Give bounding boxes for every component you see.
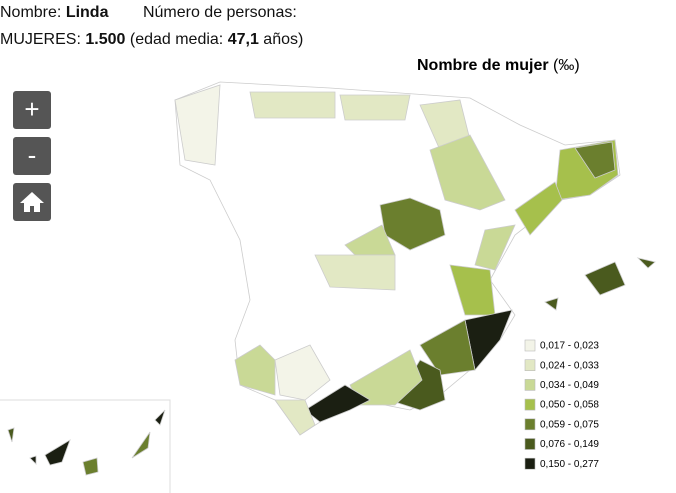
women-count: 1.500 — [85, 31, 126, 48]
region — [234, 344, 276, 396]
legend-swatch — [524, 379, 536, 391]
age-prefix: (edad media: — [129, 31, 224, 48]
legend-swatch — [524, 438, 536, 450]
island — [636, 257, 656, 269]
legend-label: 0,024 - 0,033 — [540, 360, 599, 371]
island — [154, 409, 166, 426]
home-button[interactable] — [13, 183, 51, 221]
island — [584, 261, 626, 296]
title: Nombre de mujer — [417, 57, 549, 74]
legend-label: 0,076 - 0,149 — [540, 439, 599, 450]
name: Linda — [65, 4, 109, 21]
island — [29, 455, 37, 465]
region — [174, 84, 221, 166]
island — [82, 457, 99, 476]
legend-swatch — [524, 418, 536, 431]
header-line-1: Nombre: Linda Número de personas: — [0, 4, 297, 22]
legend-swatch — [524, 359, 536, 372]
zoom-out-button[interactable]: - — [13, 137, 51, 175]
island — [7, 427, 15, 443]
region — [304, 384, 371, 423]
legend-swatch — [524, 339, 536, 352]
legend-swatch — [524, 457, 536, 470]
region — [474, 224, 516, 271]
region — [314, 254, 396, 291]
legend-label: 0,034 - 0,049 — [540, 380, 599, 391]
region — [339, 94, 411, 121]
island — [544, 297, 559, 311]
home-icon — [20, 192, 44, 212]
legend-swatch — [524, 398, 536, 411]
legend-label: 0,050 - 0,058 — [540, 400, 599, 411]
legend-label: 0,059 - 0,075 — [540, 419, 599, 430]
region — [274, 344, 331, 401]
name-label: Nombre: — [0, 4, 62, 21]
persons-label: Número de personas: — [142, 4, 297, 21]
region — [429, 134, 506, 211]
legend-label: 0,150 - 0,277 — [540, 459, 599, 470]
legend: 0,017 - 0,023 0,024 - 0,033 0,034 - 0,049 0… — [524, 339, 599, 470]
island — [131, 431, 151, 459]
inset-frame — [0, 399, 171, 493]
title-unit: (‰) — [553, 57, 580, 74]
island — [44, 439, 71, 466]
region — [514, 181, 563, 236]
region — [274, 399, 316, 436]
map-title: Nombre de mujer (‰) — [417, 57, 580, 75]
region — [574, 141, 616, 179]
mainland — [174, 81, 621, 436]
women-label: MUJERES: — [0, 31, 81, 48]
region — [419, 319, 476, 376]
header-line-2: MUJERES: 1.500 (edad media: 47,1 años) — [0, 31, 303, 49]
age: 47,1 — [227, 31, 259, 48]
legend-label: 0,017 - 0,023 — [540, 341, 599, 352]
region — [249, 91, 336, 119]
age-suffix: años) — [263, 31, 304, 48]
zoom-in-button[interactable]: + — [13, 91, 51, 129]
